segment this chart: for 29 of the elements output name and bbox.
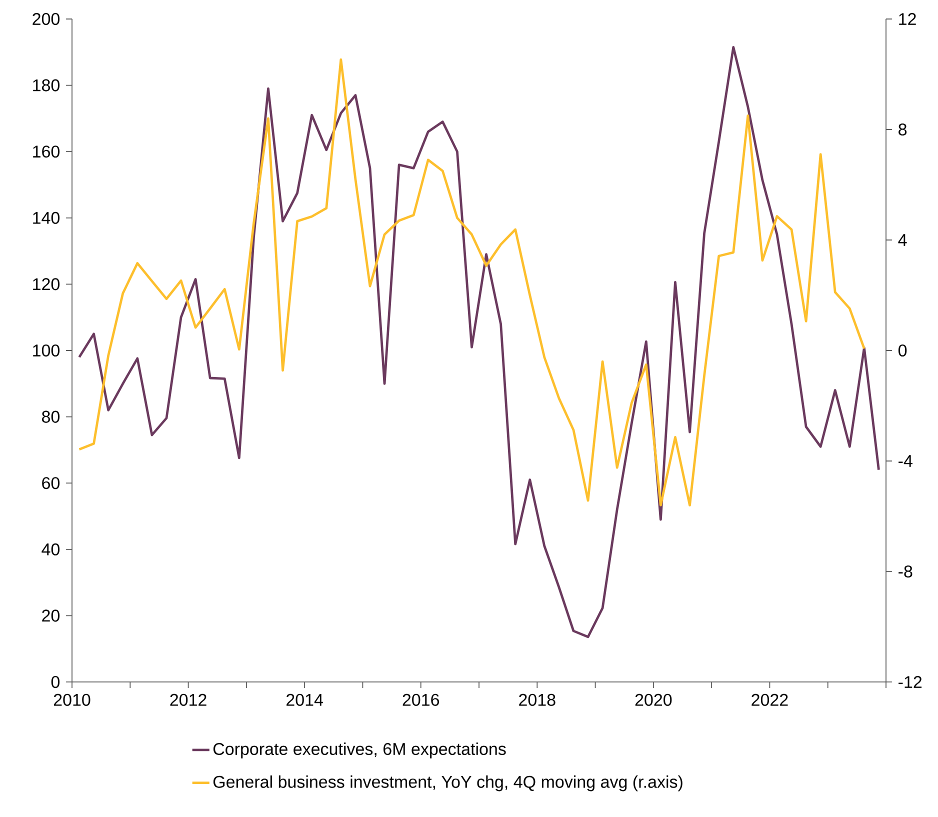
y-tick-label: 140 xyxy=(33,212,60,224)
y-tick-label: 100 xyxy=(33,344,60,357)
x-tick-label: 2014 xyxy=(286,694,323,706)
y-tick-label: 0 xyxy=(51,676,60,688)
line-series xyxy=(78,58,866,506)
y2-tick-label: 8 xyxy=(898,123,907,136)
y-tick-label: 200 xyxy=(32,12,60,26)
y-tick-label: 160 xyxy=(33,146,60,158)
y2-tick-label: -12 xyxy=(898,676,922,688)
y-tick-label: 80 xyxy=(42,410,60,423)
y-tick-label: 60 xyxy=(42,477,60,490)
x-tick-label: 2010 xyxy=(54,694,90,706)
y2-tick-label: -4 xyxy=(898,455,912,467)
x-tick-label: 2012 xyxy=(170,694,206,706)
y2-tick-label: -8 xyxy=(898,565,912,578)
legend-label: General business investment, YoY chg, 4Q moving avg (r.axis) xyxy=(213,775,682,792)
y-tick-label: 20 xyxy=(42,610,60,622)
x-tick-label: 2020 xyxy=(635,694,672,706)
line-series xyxy=(78,46,880,638)
x-tick-label: 2018 xyxy=(519,694,556,706)
y-tick-label: 180 xyxy=(33,79,60,92)
y2-tick-label: 0 xyxy=(898,344,907,357)
y2-tick-label: 12 xyxy=(899,13,916,25)
x-tick-label: 2022 xyxy=(752,694,788,706)
y2-tick-label: 4 xyxy=(898,234,907,246)
y-tick-label: 40 xyxy=(42,543,60,556)
legend-label: Corporate executives, 6M expectations xyxy=(213,742,506,758)
y-tick-label: 120 xyxy=(33,278,60,290)
x-tick-label: 2016 xyxy=(402,694,440,706)
